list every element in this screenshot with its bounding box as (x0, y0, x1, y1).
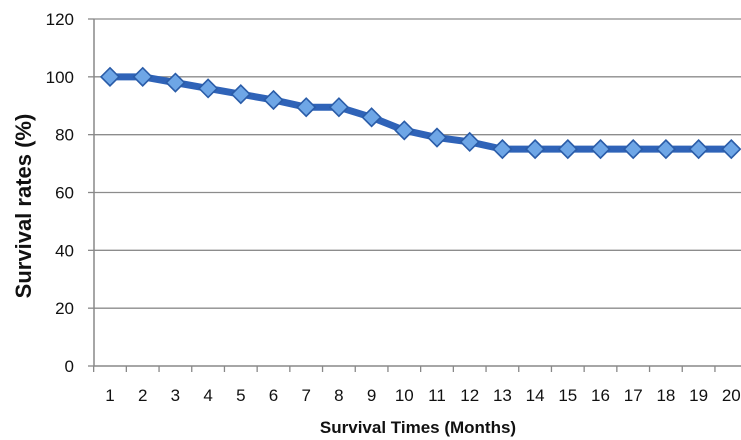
axes (93, 19, 741, 367)
x-tick-label-1: 2 (138, 386, 147, 405)
y-tick-label-5: 100 (46, 68, 74, 87)
x-tick-label-12: 13 (493, 386, 512, 405)
x-tick-label-13: 14 (526, 386, 545, 405)
x-tick-label-16: 17 (624, 386, 643, 405)
data-point-3 (165, 72, 186, 93)
y-tick-labels: 0 20 40 60 80 100 120 (46, 10, 74, 376)
gridlines (88, 18, 741, 372)
data-point-19 (688, 138, 709, 160)
y-tick-label-6: 120 (46, 10, 74, 29)
data-point-20 (721, 138, 741, 160)
data-point-5 (230, 84, 251, 105)
y-tick-label-0: 0 (65, 357, 74, 376)
x-tick-labels: 1 2 3 4 5 6 7 8 9 10 11 12 13 14 15 16 17 18 19 20 (105, 386, 740, 405)
x-tick-label-8: 9 (367, 386, 376, 405)
x-tick-label-2: 3 (171, 386, 180, 405)
y-tick-label-2: 40 (55, 241, 74, 260)
data-point-9 (361, 107, 382, 128)
x-axis-title: Survival Times (Months) (320, 418, 516, 437)
data-point-7 (296, 97, 317, 118)
data-point-12 (459, 131, 480, 153)
x-tick-label-10: 11 (428, 386, 446, 405)
data-point-14 (524, 138, 546, 160)
x-tick-label-18: 19 (689, 386, 708, 405)
data-point-16 (590, 138, 611, 160)
x-tick-label-15: 16 (591, 386, 610, 405)
data-point-17 (623, 138, 644, 160)
data-point-6 (263, 89, 284, 111)
x-tick-label-11: 12 (460, 386, 479, 405)
x-tick-label-3: 4 (203, 386, 212, 405)
x-tick-label-5: 6 (269, 386, 278, 405)
data-point-18 (655, 138, 677, 160)
y-axis-title: Survival rates (%) (11, 114, 36, 299)
x-tick-label-19: 20 (722, 386, 741, 405)
data-point-13 (492, 138, 513, 160)
series-group (99, 66, 741, 160)
data-point-15 (557, 138, 578, 160)
x-tick-label-4: 5 (236, 386, 245, 405)
data-point-10 (394, 120, 415, 141)
x-tick-label-6: 7 (301, 386, 310, 405)
data-point-4 (197, 78, 219, 99)
x-tick-label-7: 8 (334, 386, 343, 405)
x-tick-label-17: 18 (656, 386, 675, 405)
data-point-8 (328, 97, 350, 118)
x-tick-label-14: 15 (558, 386, 577, 405)
y-tick-label-1: 20 (55, 299, 74, 318)
data-point-11 (426, 127, 448, 148)
data-point-1 (99, 66, 121, 87)
y-tick-label-3: 60 (55, 184, 74, 203)
x-tick-label-9: 10 (395, 386, 414, 405)
y-tick-label-4: 80 (55, 126, 74, 145)
x-tick-label-0: 1 (105, 386, 114, 405)
data-point-2 (132, 66, 153, 87)
